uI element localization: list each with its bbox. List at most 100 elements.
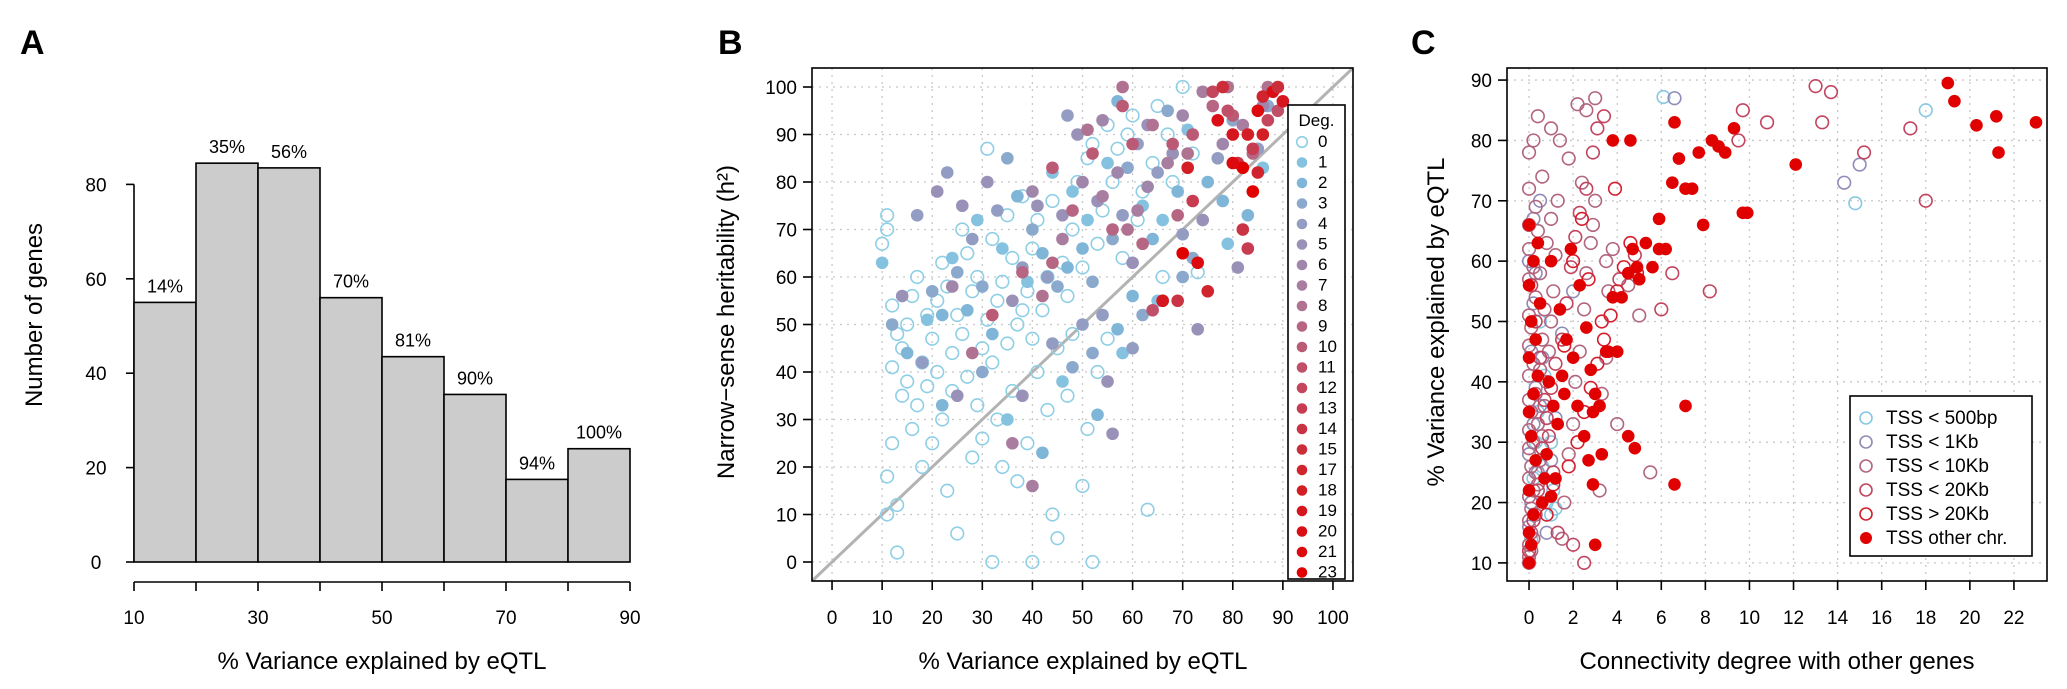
data-point: [1116, 208, 1129, 222]
data-point: [1076, 175, 1089, 189]
data-point: [996, 242, 1009, 255]
legend-label: 7: [1318, 276, 1327, 295]
data-point: [1155, 269, 1170, 285]
data-point: [1251, 104, 1265, 118]
data-point: [1100, 331, 1115, 346]
data-point: [1542, 375, 1556, 389]
histogram-bar: [443, 393, 507, 563]
data-point: [1544, 490, 1558, 503]
data-point: [1206, 99, 1220, 113]
data-point: [1006, 436, 1019, 450]
legend-marker: [1296, 382, 1308, 394]
data-point: [880, 222, 895, 237]
data-point: [1585, 145, 1601, 160]
data-point: [1045, 193, 1060, 209]
legend-label: 8: [1318, 296, 1327, 315]
data-point: [1246, 142, 1260, 156]
legend-label: 19: [1318, 501, 1337, 520]
legend-label: 15: [1318, 440, 1337, 459]
data-point: [1582, 453, 1595, 467]
x-tick-label: 2: [1568, 608, 1579, 629]
data-point: [1066, 360, 1079, 374]
data-point: [1081, 123, 1094, 137]
data-point: [1815, 115, 1830, 130]
legend-label: 9: [1318, 317, 1327, 336]
data-point: [1016, 265, 1029, 279]
data-point: [1216, 194, 1230, 208]
legend-label: 18: [1318, 481, 1337, 500]
data-point: [1540, 447, 1553, 461]
data-point: [910, 398, 925, 413]
data-point: [1106, 232, 1119, 246]
data-point: [1216, 137, 1230, 151]
data-point: [1156, 294, 1169, 308]
data-point: [1596, 332, 1612, 347]
data-point: [1583, 235, 1598, 251]
data-point: [905, 421, 920, 437]
data-point: [965, 232, 979, 246]
data-point: [1585, 217, 1601, 233]
data-point: [1236, 223, 1250, 236]
data-point: [976, 280, 989, 293]
y-tick-label: 90: [1471, 71, 1492, 92]
bar-label: 14%: [147, 276, 183, 296]
x-tick-label: 50: [371, 608, 392, 629]
x-tick-label: 18: [1915, 608, 1936, 629]
data-point: [1191, 322, 1205, 336]
data-point: [1121, 223, 1134, 236]
data-point: [1221, 237, 1235, 251]
data-point: [1564, 242, 1578, 256]
legend-marker: [1295, 135, 1309, 149]
data-point: [1151, 166, 1164, 179]
data-point: [1026, 223, 1039, 236]
data-point: [1551, 417, 1564, 431]
data-point: [1176, 227, 1189, 241]
data-point: [1555, 369, 1569, 383]
legend-label: TSS < 10Kb: [1886, 456, 1989, 477]
data-point: [900, 317, 915, 332]
data-point: [1632, 272, 1646, 286]
data-point: [1588, 91, 1603, 106]
y-tick-label: 20: [85, 459, 106, 480]
data-point: [1568, 374, 1583, 389]
x-tick-label: 8: [1700, 608, 1711, 629]
legend-marker: [1859, 459, 1873, 473]
legend-label: 14: [1318, 419, 1337, 438]
data-point: [1561, 151, 1576, 166]
data-point: [1241, 128, 1255, 141]
data-point: [1175, 79, 1190, 95]
legend-marker: [1296, 280, 1308, 291]
data-point: [1111, 322, 1124, 336]
data-point: [1020, 436, 1035, 451]
data-point: [1531, 236, 1545, 250]
data-point: [890, 497, 905, 513]
data-point: [1789, 158, 1803, 171]
legend-title: Deg.: [1299, 111, 1335, 130]
data-point: [1036, 246, 1049, 260]
data-point: [1605, 241, 1620, 257]
x-tick-label: 60: [1122, 608, 1143, 629]
data-point: [1176, 270, 1189, 284]
x-tick-label: 6: [1656, 608, 1667, 629]
data-point: [1550, 525, 1565, 540]
data-point: [1186, 194, 1200, 208]
y-axis-title: Number of genes: [21, 223, 48, 407]
y-tick-label: 40: [1471, 373, 1492, 394]
legend-label: 20: [1318, 522, 1337, 541]
data-point: [1036, 289, 1049, 303]
data-point: [1628, 441, 1642, 455]
data-point: [1652, 242, 1666, 256]
data-point: [1001, 151, 1014, 165]
data-point: [1577, 429, 1591, 443]
data-point: [1759, 115, 1775, 130]
data-point: [1727, 122, 1741, 135]
data-point: [1030, 364, 1045, 380]
data-point: [1035, 303, 1050, 318]
x-axis-title: % Variance explained by eQTL: [217, 648, 546, 675]
data-point: [1026, 479, 1039, 493]
legend-label: TSS < 20Kb: [1886, 480, 1989, 501]
histogram-bar: [133, 301, 197, 563]
data-point: [1111, 166, 1124, 179]
data-point: [880, 469, 895, 484]
data-point: [1146, 232, 1159, 246]
